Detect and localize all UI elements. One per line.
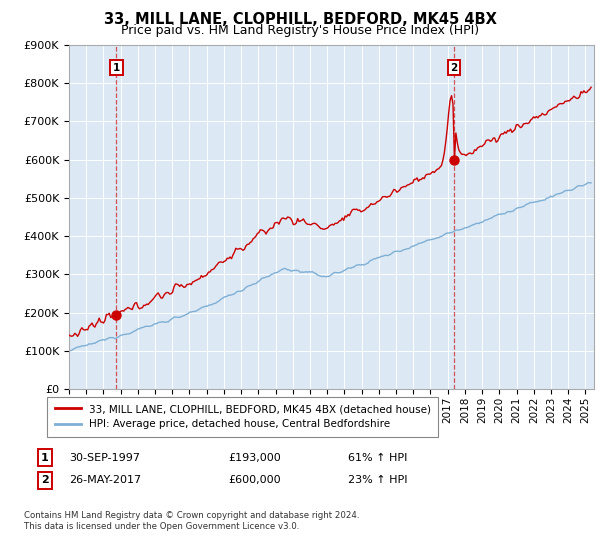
Text: £600,000: £600,000 bbox=[228, 475, 281, 486]
Text: 61% ↑ HPI: 61% ↑ HPI bbox=[348, 452, 407, 463]
Text: 2: 2 bbox=[41, 475, 49, 486]
Text: 23% ↑ HPI: 23% ↑ HPI bbox=[348, 475, 407, 486]
Text: £193,000: £193,000 bbox=[228, 452, 281, 463]
Text: 33, MILL LANE, CLOPHILL, BEDFORD, MK45 4BX: 33, MILL LANE, CLOPHILL, BEDFORD, MK45 4… bbox=[104, 12, 496, 27]
Text: Contains HM Land Registry data © Crown copyright and database right 2024.: Contains HM Land Registry data © Crown c… bbox=[24, 511, 359, 520]
Text: Price paid vs. HM Land Registry's House Price Index (HPI): Price paid vs. HM Land Registry's House … bbox=[121, 24, 479, 36]
Legend: 33, MILL LANE, CLOPHILL, BEDFORD, MK45 4BX (detached house), HPI: Average price,: 33, MILL LANE, CLOPHILL, BEDFORD, MK45 4… bbox=[47, 396, 438, 437]
Text: 26-MAY-2017: 26-MAY-2017 bbox=[69, 475, 141, 486]
Text: 1: 1 bbox=[41, 452, 49, 463]
Text: 30-SEP-1997: 30-SEP-1997 bbox=[69, 452, 140, 463]
Text: 1: 1 bbox=[113, 63, 120, 73]
Text: This data is licensed under the Open Government Licence v3.0.: This data is licensed under the Open Gov… bbox=[24, 522, 299, 531]
Text: 2: 2 bbox=[451, 63, 458, 73]
